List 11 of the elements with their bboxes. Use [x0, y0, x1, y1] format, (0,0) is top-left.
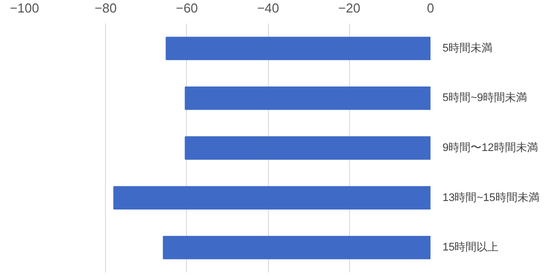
y-tick-label: 15時間以上 [442, 240, 499, 254]
x-tick-label: −80 [94, 0, 117, 16]
x-tick-label: −40 [257, 0, 280, 16]
x-tick-label: −60 [176, 0, 198, 16]
x-tick-label: 0 [426, 0, 434, 16]
x-tick-label: −100 [10, 0, 40, 16]
y-tick-label: 9時間〜12時間未満 [442, 141, 538, 154]
y-tick-label: 5時間未満 [442, 41, 493, 54]
y-tick-label: 13時間~15時間未満 [442, 190, 540, 204]
x-tick-label: −20 [338, 0, 360, 16]
y-tick-label: 5時間~9時間未満 [442, 91, 528, 104]
